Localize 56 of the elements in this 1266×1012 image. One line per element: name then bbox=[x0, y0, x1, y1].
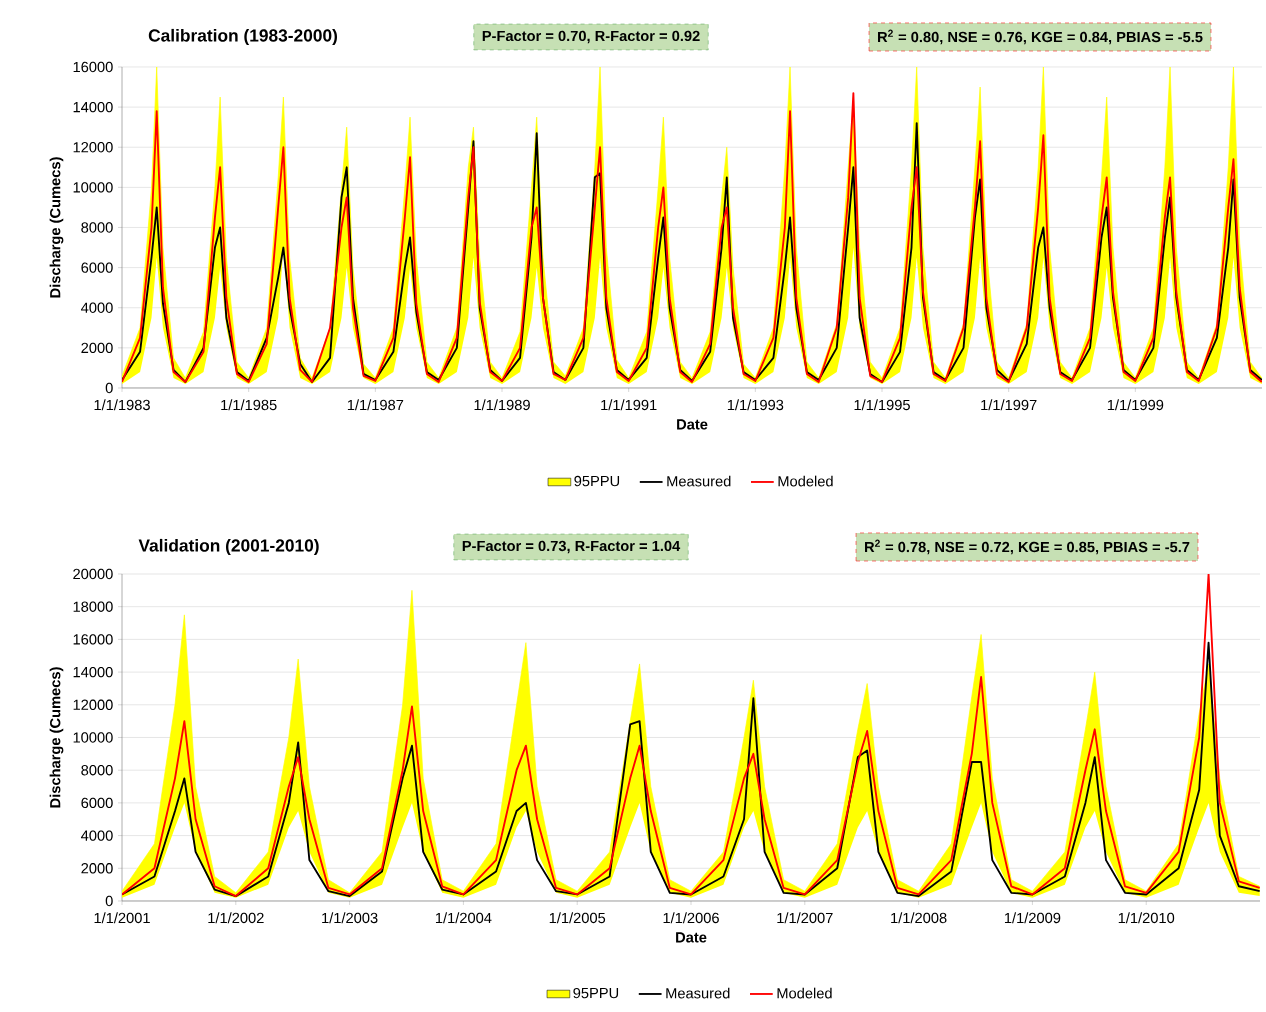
x-tick-label: 1/1/1995 bbox=[854, 399, 910, 411]
y-tick-label: 2000 bbox=[81, 342, 113, 354]
y-tick-label: 2000 bbox=[81, 863, 113, 874]
x-tick-label: 1/1/2009 bbox=[1004, 912, 1061, 924]
x-tick-label: 1/1/2003 bbox=[322, 912, 378, 924]
y-tick-label: 4000 bbox=[81, 830, 113, 841]
line-series bbox=[122, 641, 1261, 898]
legend-label: Measured bbox=[666, 987, 730, 999]
text: P-Factor = 0.70, R-Factor = 0.92 bbox=[482, 30, 700, 44]
x-tick-label: 1/1/2006 bbox=[663, 912, 719, 924]
x-tick-label: 1/1/1989 bbox=[474, 399, 530, 411]
x-axis-title: Date bbox=[677, 419, 708, 430]
x-tick-label: 1/1/1987 bbox=[347, 399, 404, 411]
y-axis-title: Discharge (Cumecs) bbox=[49, 667, 64, 808]
x-tick-label: 1/1/1999 bbox=[1107, 399, 1164, 411]
x-tick-label: 1/1/1993 bbox=[727, 399, 784, 411]
y-tick-label: 8000 bbox=[81, 222, 113, 233]
y-tick-label: 10000 bbox=[73, 732, 113, 743]
y-tick-label: 16000 bbox=[73, 634, 113, 645]
y-tick-label: 4000 bbox=[81, 302, 113, 313]
x-tick-label: 1/1/2008 bbox=[891, 912, 947, 924]
legend-label: 95PPU bbox=[573, 987, 619, 999]
x-tick-label: 1/1/2005 bbox=[549, 912, 606, 924]
chart-title: Calibration (1983-2000) bbox=[148, 28, 338, 46]
text: P-Factor = 0.73, R-Factor = 1.04 bbox=[462, 540, 681, 554]
y-tick-label: 0 bbox=[105, 895, 113, 907]
y-tick-label: 6000 bbox=[81, 797, 113, 809]
x-tick-label: 1/1/1997 bbox=[981, 399, 1037, 411]
y-tick-label: 16000 bbox=[73, 61, 113, 73]
y-tick-label: 0 bbox=[105, 382, 113, 394]
x-tick-label: 1/1/2007 bbox=[777, 912, 833, 924]
y-tick-label: 12000 bbox=[73, 699, 113, 710]
legend-label: Modeled bbox=[778, 475, 833, 487]
y-tick-label: 14000 bbox=[73, 101, 113, 113]
legend-label: Modeled bbox=[777, 987, 832, 999]
y-tick-label: 14000 bbox=[73, 666, 113, 678]
y-axis-title: Discharge (Cumecs) bbox=[49, 157, 64, 298]
y-tick-label: 8000 bbox=[81, 765, 113, 776]
legend-label: Measured bbox=[667, 475, 731, 487]
y-tick-label: 20000 bbox=[73, 568, 113, 580]
x-tick-label: 1/1/2010 bbox=[1118, 912, 1175, 924]
x-tick-label: 1/1/2002 bbox=[208, 912, 264, 924]
x-tick-label: 1/1/1991 bbox=[601, 399, 657, 411]
y-tick-label: 6000 bbox=[81, 262, 113, 273]
chart-title: Validation (2001-2010) bbox=[138, 538, 319, 556]
x-tick-label: 1/1/2001 bbox=[94, 912, 150, 924]
legend-label: 95PPU bbox=[574, 475, 620, 487]
x-tick-label: 1/1/1985 bbox=[221, 399, 277, 411]
x-axis-title: Date bbox=[676, 932, 707, 943]
y-tick-label: 12000 bbox=[73, 142, 113, 153]
text: R$^{2}$ = 0.78, NSE = 0.72, KGE = 0.85, PBIAS = -5.7 bbox=[865, 539, 1190, 555]
y-tick-label: 10000 bbox=[73, 182, 113, 193]
x-tick-label: 1/1/1983 bbox=[94, 399, 150, 411]
x-tick-label: 1/1/2004 bbox=[435, 912, 492, 924]
y-tick-label: 18000 bbox=[73, 601, 113, 612]
text: R$^{2}$ = 0.80, NSE = 0.76, KGE = 0.84, PBIAS = -5.5 bbox=[878, 29, 1203, 45]
